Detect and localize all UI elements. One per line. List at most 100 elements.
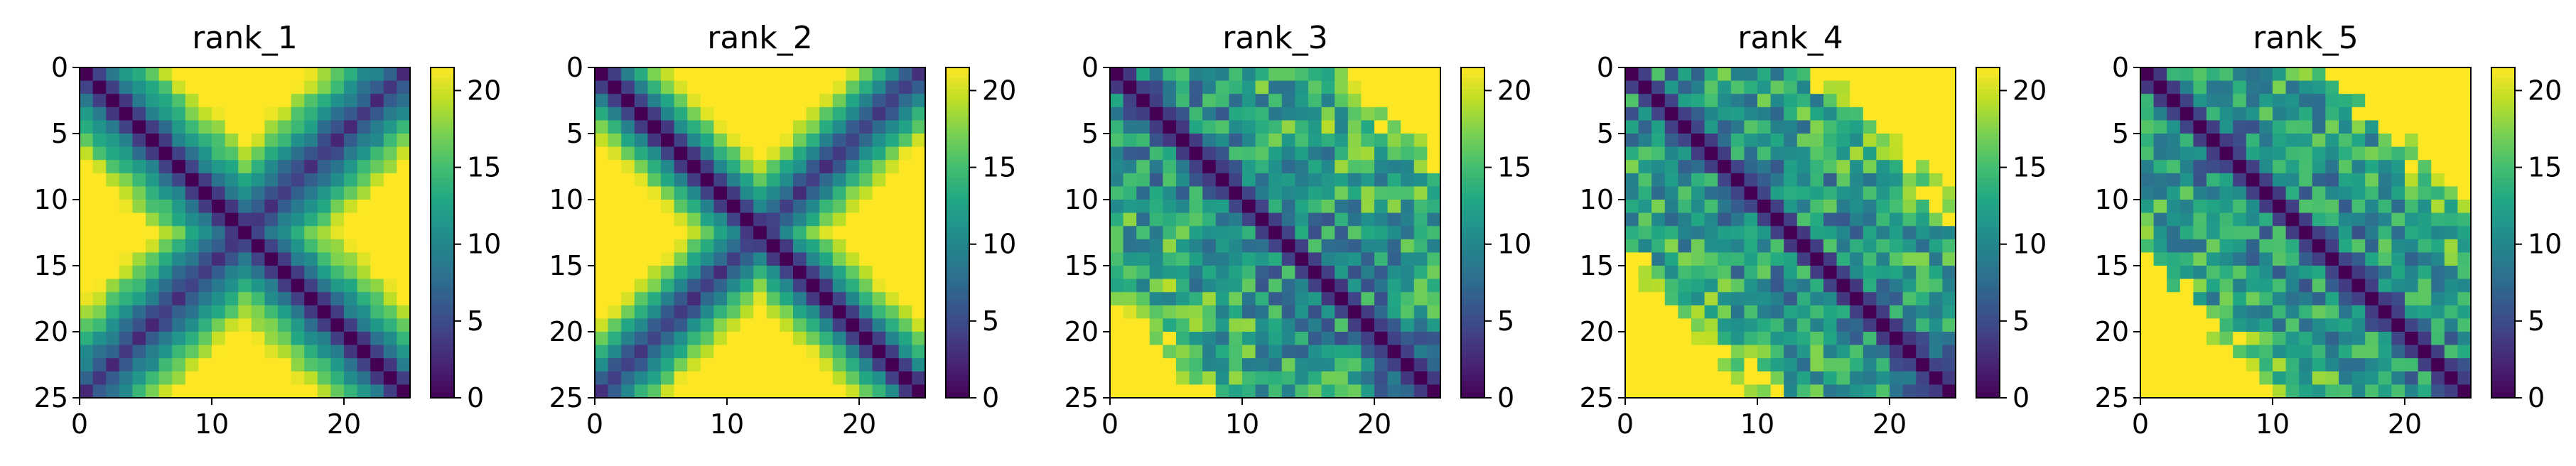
heatmap-cell	[1176, 384, 1190, 399]
heatmap-cell	[1189, 318, 1203, 332]
heatmap-cell	[2391, 305, 2405, 319]
heatmap-cell	[1664, 332, 1678, 346]
heatmap-cell	[304, 134, 318, 148]
heatmap-cell	[1625, 371, 1639, 385]
heatmap-cell	[2418, 226, 2432, 240]
heatmap-cell	[1427, 120, 1441, 134]
heatmap-cell	[2233, 345, 2247, 359]
heatmap-cell	[859, 278, 873, 293]
heatmap-cell	[2233, 67, 2247, 82]
heatmap-cell	[1850, 120, 1864, 134]
heatmap-cell	[397, 278, 411, 293]
heatmap-cell	[819, 332, 834, 346]
heatmap-cell	[1401, 67, 1415, 82]
heatmap-cell	[1823, 173, 1838, 187]
heatmap-cell	[1850, 212, 1864, 227]
heatmap-cell	[1916, 345, 1930, 359]
heatmap-cell	[1691, 292, 1705, 306]
heatmap-cell	[1321, 67, 1335, 82]
heatmap-cell	[1387, 146, 1401, 161]
heatmap-cell	[2179, 266, 2194, 280]
heatmap-cell	[1876, 134, 1890, 148]
heatmap-cell	[1810, 318, 1824, 332]
heatmap-cell	[700, 226, 714, 240]
heatmap-cell	[634, 120, 648, 134]
heatmap-cell	[2299, 278, 2313, 293]
heatmap-cell	[2246, 146, 2260, 161]
heatmap-cell	[595, 226, 609, 240]
heatmap-cell	[661, 226, 675, 240]
colorbar-segment	[1976, 172, 2000, 178]
heatmap-cell	[1916, 358, 1930, 372]
y-tick-label: 25	[549, 382, 583, 413]
heatmap-cell	[2431, 80, 2445, 94]
colorbar-segment	[2491, 84, 2515, 90]
heatmap-cell	[1876, 252, 1890, 266]
heatmap-cell	[2140, 173, 2155, 187]
heatmap-cell	[700, 318, 714, 332]
heatmap-cell	[1255, 278, 1269, 293]
heatmap-cell	[1691, 212, 1705, 227]
heatmap-cell	[2246, 318, 2260, 332]
colorbar-segment	[431, 183, 454, 190]
heatmap-cell	[1902, 200, 1917, 214]
heatmap-cell	[1902, 239, 1917, 253]
heatmap-cell	[2206, 384, 2221, 399]
heatmap-cell	[1744, 345, 1758, 359]
heatmap-cell	[1638, 173, 1652, 187]
heatmap-cell	[1770, 160, 1784, 174]
heatmap-cell	[2351, 134, 2366, 148]
heatmap-cell	[2418, 186, 2432, 200]
colorbar-segment	[1976, 112, 2000, 118]
colorbar-tick-label: 5	[467, 305, 484, 337]
heatmap-cell	[158, 94, 173, 108]
heatmap-cell	[1784, 186, 1798, 200]
heatmap-cell	[1704, 200, 1718, 214]
heatmap-cell	[1202, 226, 1217, 240]
heatmap-cell	[1281, 80, 1295, 94]
heatmap-cell	[370, 318, 384, 332]
heatmap-cell	[713, 239, 728, 253]
colorbar-segment	[2491, 178, 2515, 184]
heatmap-cell	[2219, 278, 2233, 293]
heatmap-cell	[1347, 239, 1362, 253]
heatmap-cell	[1823, 384, 1838, 399]
heatmap-cell	[634, 80, 648, 94]
heatmap-cell	[1361, 186, 1375, 200]
heatmap-cell	[647, 226, 662, 240]
colorbar-segment	[946, 276, 969, 283]
heatmap-cell	[872, 186, 886, 200]
heatmap-cell	[1770, 278, 1784, 293]
heatmap-cell	[304, 345, 318, 359]
heatmap-cell	[1810, 67, 1824, 82]
heatmap-cell	[713, 146, 728, 161]
heatmap-cell	[1876, 278, 1890, 293]
colorbar-segment	[431, 320, 454, 327]
heatmap-cell	[1836, 384, 1850, 399]
heatmap-cell	[872, 107, 886, 121]
heatmap-cell	[1678, 186, 1692, 200]
heatmap-cell	[185, 120, 199, 134]
heatmap-cell	[1863, 318, 1877, 332]
heatmap-cell	[2431, 318, 2445, 332]
heatmap-cell	[647, 212, 662, 227]
colorbar-segment	[946, 304, 969, 310]
heatmap-cell	[1704, 212, 1718, 227]
heatmap-cell	[344, 212, 358, 227]
heatmap-cell	[1347, 120, 1362, 134]
heatmap-cell	[1625, 305, 1639, 319]
colorbar-segment	[1461, 348, 1484, 354]
heatmap-cell	[2206, 94, 2221, 108]
heatmap-cell	[330, 278, 345, 293]
heatmap-cell	[1361, 94, 1375, 108]
colorbar-segment	[1461, 222, 1484, 228]
heatmap-cell	[1321, 173, 1335, 187]
heatmap-cell	[2219, 200, 2233, 214]
heatmap-cell	[1942, 80, 1956, 94]
heatmap-cell	[1163, 305, 1177, 319]
heatmap-cell	[1215, 107, 1229, 121]
heatmap-cell	[1718, 173, 1732, 187]
heatmap-cell	[2391, 252, 2405, 266]
colorbar-segment	[431, 216, 454, 222]
heatmap-cell	[846, 212, 860, 227]
